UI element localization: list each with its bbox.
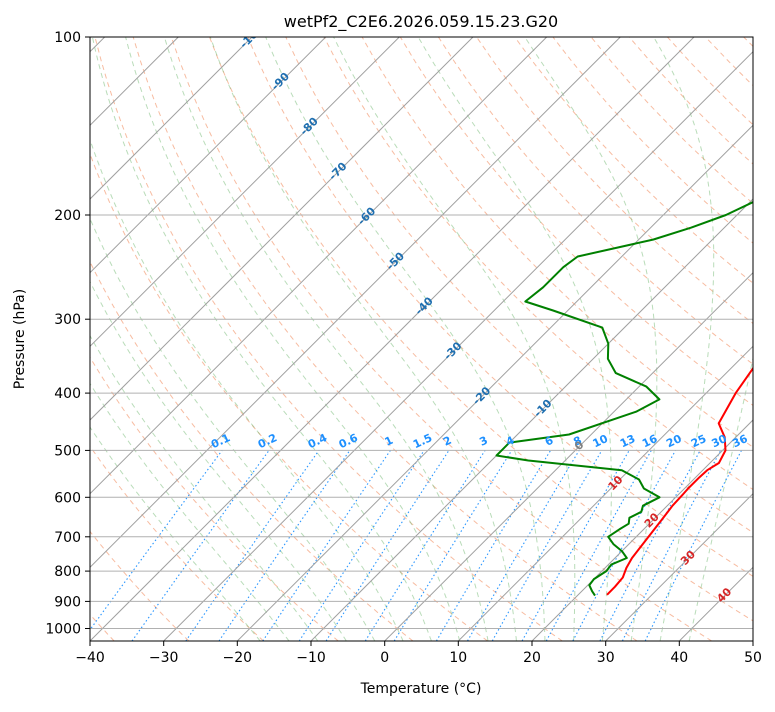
isotherm-line	[90, 37, 694, 641]
mixing-ratio-label: 10	[591, 432, 611, 450]
isotherm-line	[753, 37, 775, 641]
moist-adiabat-line	[0, 37, 260, 641]
x-tick-label: −40	[75, 650, 105, 666]
background-lines	[0, 37, 775, 641]
mixing-ratio-label: 13	[618, 432, 637, 450]
isotherm-line	[532, 37, 775, 641]
x-tick-label: 10	[449, 650, 467, 666]
isotherm-line	[16, 37, 620, 641]
dry-adiabat-line	[515, 37, 775, 641]
x-tick-label: −20	[223, 650, 253, 666]
dry-adiabat-line	[171, 37, 711, 641]
dry-adiabat-line	[591, 37, 775, 641]
dry-adiabat-line	[0, 37, 264, 641]
dry-adiabat-line	[0, 37, 189, 641]
mixing-ratio-line	[299, 450, 424, 641]
isotherm-label: 30	[678, 548, 698, 568]
isotherm-line	[0, 37, 326, 641]
mixing-ratio-label: 0.1	[209, 431, 232, 451]
chart-title: wetPf2_C2E6.2026.059.15.23.G20	[284, 12, 558, 32]
moist-adiabat-line	[0, 37, 289, 641]
mixing-ratio-label: 16	[640, 432, 660, 450]
y-tick-label: 300	[54, 312, 81, 328]
dry-adiabat-line	[0, 37, 338, 641]
moist-adiabat-line	[210, 37, 516, 641]
temperature-line	[607, 37, 775, 595]
dry-adiabat-line	[57, 37, 488, 641]
isotherm-line	[0, 37, 547, 641]
y-tick-label: 400	[54, 386, 81, 402]
isotherm-line	[679, 37, 775, 641]
moist-adiabat-line	[689, 37, 775, 641]
isotherm-line	[311, 37, 775, 641]
moist-adiabat-line	[38, 37, 375, 641]
moist-adiabat-line	[0, 37, 318, 641]
isotherm-label: -60	[355, 204, 378, 227]
mixing-ratio-label: 25	[689, 432, 708, 450]
mixing-ratio-line	[82, 450, 222, 641]
y-axis-label: Pressure (hPa)	[12, 289, 28, 389]
dry-adiabat-line	[553, 37, 775, 641]
x-tick-label: 30	[597, 650, 615, 666]
dry-adiabat-line	[19, 37, 413, 641]
isotherm-line	[0, 37, 399, 641]
x-tick-label: 0	[380, 650, 389, 666]
y-tick-label: 600	[54, 490, 81, 506]
moist-adiabat-line	[164, 37, 488, 641]
dry-adiabat-line	[706, 37, 775, 641]
y-tick-label: 1000	[45, 622, 81, 638]
dry-adiabat-line	[133, 37, 637, 641]
dry-adiabat-line	[667, 37, 775, 641]
moist-adiabat-line	[92, 37, 431, 641]
mixing-ratio-label: 3	[477, 434, 489, 449]
mixing-ratio-line	[436, 450, 550, 641]
x-tick-label: 20	[523, 650, 541, 666]
moist-adiabat-line	[418, 37, 611, 641]
mixing-ratio-label: 20	[664, 432, 684, 450]
mixing-ratio-label: 0.4	[306, 431, 329, 451]
y-tick-label: 900	[54, 594, 81, 610]
mixing-ratio-label: 1	[383, 434, 395, 449]
x-tick-label: −10	[296, 650, 326, 666]
x-tick-label: 50	[744, 650, 762, 666]
moist-adiabat-line	[63, 37, 403, 641]
y-tick-label: 100	[54, 30, 81, 46]
mixing-ratio-line	[263, 450, 391, 641]
dry-adiabat-line	[95, 37, 562, 641]
mixing-ratio-line	[365, 450, 485, 641]
y-tick-label: 500	[54, 443, 81, 459]
y-tick-label: 700	[54, 530, 81, 546]
mixing-ratio-line	[326, 450, 449, 641]
dry-adiabat-line	[744, 37, 775, 641]
mixing-ratio-line	[573, 450, 676, 641]
x-tick-label: −30	[149, 650, 179, 666]
x-tick-label: 40	[670, 650, 688, 666]
x-axis-label: Temperature (°C)	[360, 681, 482, 697]
dry-adiabat-line	[477, 37, 775, 641]
y-tick-label: 800	[54, 564, 81, 580]
moist-adiabat-line	[654, 37, 714, 641]
isotherm-line	[385, 37, 775, 641]
y-tick-label: 200	[54, 208, 81, 224]
